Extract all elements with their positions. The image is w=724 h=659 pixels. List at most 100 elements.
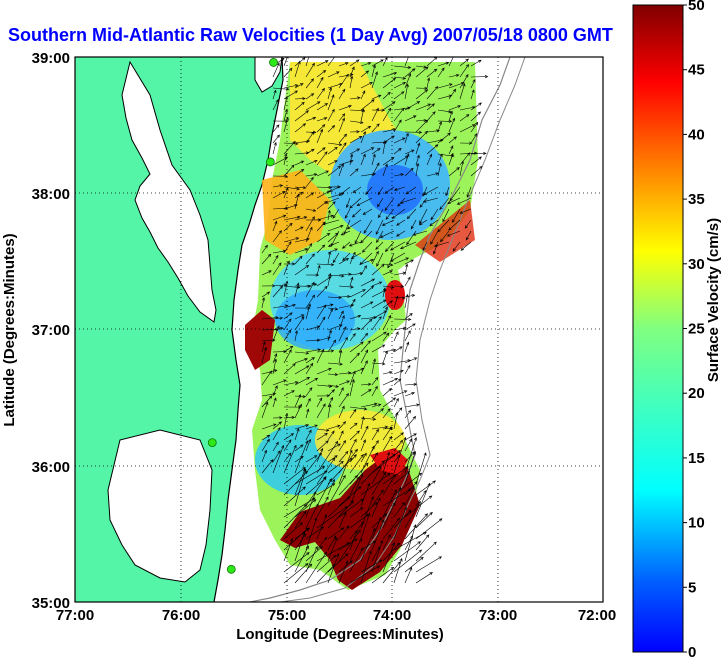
shelf-contour-2	[279, 57, 526, 602]
velocity-arrow	[349, 327, 361, 331]
velocity-arrow	[448, 136, 457, 144]
velocity-arrow	[360, 340, 371, 353]
velocity-arrow	[404, 513, 428, 540]
velocity-arrow	[261, 270, 272, 276]
velocity-arrow	[261, 401, 269, 419]
velocity-arrow	[316, 432, 328, 441]
velocity-arrow	[338, 349, 343, 364]
velocity-arrow	[283, 116, 289, 133]
velocity-arrow	[371, 403, 382, 408]
velocity-arrow	[272, 353, 278, 364]
velocity-arrow	[459, 58, 469, 67]
velocity-arrow	[418, 219, 428, 226]
velocity-arrow	[316, 316, 326, 331]
velocity-arrow	[272, 304, 289, 309]
velocity-arrow	[360, 82, 373, 89]
velocity-arrow	[447, 197, 461, 204]
velocity-arrow	[327, 430, 335, 441]
velocity-arrow	[459, 114, 470, 122]
velocity-arrow	[349, 565, 381, 584]
velocity-arrow	[294, 444, 304, 452]
velocity-arrow	[393, 284, 405, 288]
velocity-arrow	[327, 272, 332, 287]
velocity-arrow	[415, 154, 420, 166]
velocity-arrow	[349, 109, 366, 113]
velocity-arrow	[384, 197, 395, 212]
velocity-arrow	[261, 244, 268, 254]
velocity-arrow	[360, 389, 372, 397]
velocity-arrow	[261, 346, 267, 364]
velocity-arrow	[448, 105, 462, 111]
velocity-arrow	[283, 433, 295, 441]
velocity-arrow	[382, 348, 397, 353]
velocity-arrow	[327, 537, 338, 562]
velocity-arrow	[393, 82, 407, 89]
velocity-arrow	[360, 452, 367, 463]
velocity-arrow	[382, 370, 393, 375]
velocity-arrow	[349, 406, 368, 411]
velocity-arrow	[327, 339, 337, 353]
velocity-arrow	[294, 265, 310, 276]
velocity-arrow	[426, 129, 440, 133]
colorbar-ticks: 0 5 10 15 20 25 30 35 40 45 50	[683, 0, 705, 659]
velocity-arrow	[371, 147, 381, 155]
velocity-arrow	[261, 297, 266, 309]
colorbar-tick-label: 0	[688, 644, 696, 659]
velocity-arrow	[338, 315, 345, 331]
velocity-arrow	[316, 349, 335, 353]
shelf-contour	[249, 57, 511, 602]
velocity-arrow	[294, 248, 309, 254]
velocity-arrow	[283, 303, 296, 309]
velocity-arrow	[393, 502, 406, 518]
velocity-arrow	[327, 307, 333, 320]
velocity-arrow	[305, 283, 318, 287]
velocity-arrow	[283, 241, 292, 254]
velocity-arrow	[419, 197, 428, 208]
velocity-arrow	[360, 460, 385, 485]
velocity-arrow	[460, 241, 472, 251]
velocity-arrow	[327, 396, 333, 408]
velocity-arrow	[327, 474, 346, 507]
velocity-arrow	[327, 160, 338, 166]
velocity-arrow	[338, 73, 349, 89]
velocity-arrow	[316, 514, 328, 540]
velocity-arrow	[327, 142, 343, 147]
velocity-arrow	[382, 489, 397, 518]
velocity-arrow	[283, 67, 293, 78]
velocity-arrow	[327, 535, 337, 551]
velocity-arrow	[272, 416, 283, 420]
velocity-arrow	[393, 557, 403, 584]
velocity-arrow	[459, 141, 473, 145]
velocity-arrow	[316, 103, 329, 111]
velocity-arrow	[305, 551, 327, 584]
y-tick-label: 36:00	[32, 459, 70, 476]
velocity-arrow	[470, 151, 487, 156]
velocity-arrow	[283, 552, 310, 573]
velocity-arrow	[283, 222, 293, 232]
velocity-arrow	[327, 201, 336, 210]
velocity-arrow	[338, 113, 346, 122]
map-title: Southern Mid-Atlantic Raw Velocities (1 …	[8, 25, 613, 45]
velocity-arrow	[294, 160, 305, 166]
velocity-arrow	[393, 147, 402, 155]
colorbar-tick-label: 25	[688, 321, 705, 338]
velocity-arrow	[415, 452, 427, 485]
velocity-arrow	[305, 357, 316, 364]
velocity-arrow	[382, 77, 397, 89]
velocity-arrow	[440, 230, 450, 243]
velocity-arrow	[316, 457, 336, 485]
velocity-arrow	[349, 289, 366, 298]
velocity-arrow	[363, 219, 373, 234]
velocity-arrow	[294, 394, 307, 399]
velocity-arrow	[393, 257, 410, 265]
velocity-arrow	[261, 253, 272, 265]
velocity-arrow	[272, 87, 290, 91]
velocity-arrow	[283, 538, 294, 562]
velocity-arrow	[437, 83, 453, 89]
velocity-arrow	[283, 140, 296, 155]
colorbar-tick-label: 30	[688, 256, 705, 273]
velocity-arrow	[316, 496, 329, 518]
velocity-arrow	[393, 397, 399, 408]
velocity-arrow	[338, 421, 347, 430]
velocity-arrow	[349, 168, 359, 177]
